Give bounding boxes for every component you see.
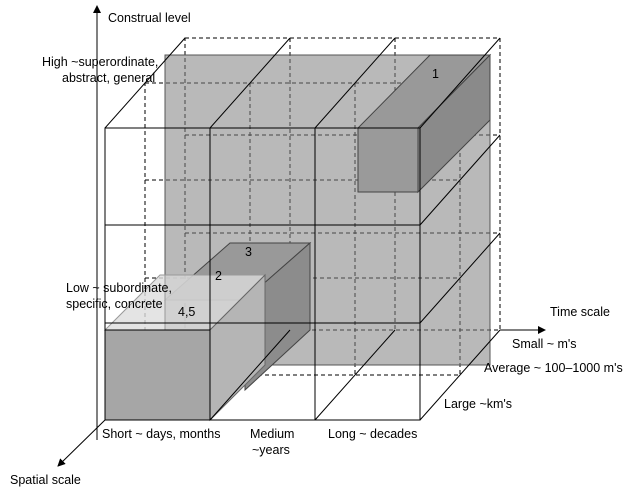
box-45-front bbox=[104, 329, 211, 421]
spatial-axis bbox=[57, 419, 106, 467]
box-1-front bbox=[357, 127, 419, 193]
level-label: abstract, general bbox=[62, 71, 155, 85]
spatial-label: Large ~km's bbox=[444, 397, 512, 411]
level-label: High ~superordinate, bbox=[42, 55, 158, 69]
grid-front bbox=[104, 37, 501, 421]
box-label: 4,5 bbox=[178, 305, 195, 319]
time-label: Short ~ days, months bbox=[102, 427, 220, 441]
axis-label: Spatial scale bbox=[10, 473, 81, 487]
level-label: specific, concrete bbox=[66, 297, 163, 311]
spatial-label: Small ~ m's bbox=[512, 337, 577, 351]
box-label: 3 bbox=[245, 245, 252, 259]
time-label: ~years bbox=[252, 443, 290, 457]
axis-label: Time scale bbox=[550, 305, 610, 319]
level-label: Low ~ subordinate, bbox=[66, 281, 172, 295]
spatial-label: Average ~ 100–1000 m's bbox=[484, 361, 623, 375]
box-label: 1 bbox=[432, 67, 439, 81]
box-label: 2 bbox=[215, 269, 222, 283]
time-label: Medium bbox=[250, 427, 294, 441]
time-label: Long ~ decades bbox=[328, 427, 417, 441]
axis-label: Construal level bbox=[108, 11, 191, 25]
